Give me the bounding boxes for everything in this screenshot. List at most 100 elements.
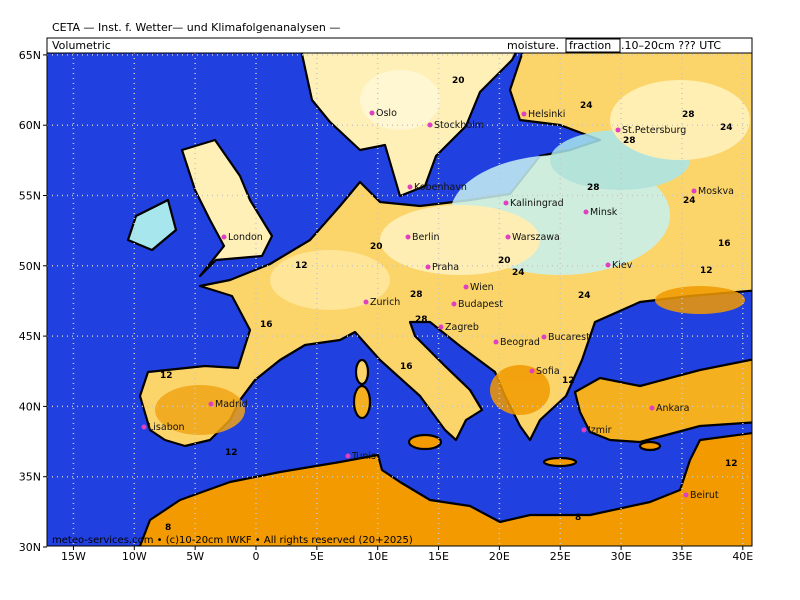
city-label: Beirut [690, 490, 719, 501]
lon-tick-label: 15E [428, 550, 449, 563]
left-label: Volumetric [52, 39, 111, 52]
city-marker [503, 200, 509, 206]
city-label: London [228, 232, 263, 243]
right-prefix: moisture. [507, 39, 559, 52]
contour-label: 24 [683, 196, 696, 206]
city-marker [451, 301, 457, 307]
contour-label: 24 [720, 123, 733, 133]
boxed-frame [565, 38, 621, 53]
map-frame [46, 52, 753, 547]
lon-tick-label: 15W [61, 550, 86, 563]
lon-tick-label: 10E [367, 550, 388, 563]
lat-tick-label: 45N [19, 330, 41, 343]
city-label: Zurich [370, 297, 400, 308]
city-label: Sofia [536, 366, 560, 377]
lon-tick-label: 25E [550, 550, 571, 563]
title: CETA — Inst. f. Wetter— und Klimafolgena… [52, 21, 340, 34]
contour-label: 24 [512, 268, 525, 278]
city-label: Minsk [590, 207, 618, 218]
city-marker [581, 427, 587, 433]
city-marker [529, 368, 535, 374]
city-marker [463, 284, 469, 290]
contour-label: 16 [718, 239, 731, 249]
contour-label: 12 [562, 376, 575, 386]
contour-label: 12 [725, 459, 738, 469]
city-label: Beograd [500, 337, 540, 348]
footer: meteo-services.com • (c)10-20cm IWKF • A… [52, 535, 413, 546]
island-corsica [354, 358, 370, 386]
city-marker [649, 405, 655, 411]
city-label: Kiev [612, 260, 633, 271]
city-marker [407, 184, 413, 190]
city-label: Berlin [412, 232, 440, 243]
city-label: Kobenhavn [414, 182, 467, 193]
city-marker [583, 209, 589, 215]
city-marker [541, 334, 547, 340]
city-marker [691, 188, 697, 194]
lat-tick-label: 40N [19, 400, 41, 413]
lon-tick-label: 35E [671, 550, 692, 563]
contour-label: 12 [225, 448, 238, 458]
lat-tick-label: 50N [19, 260, 41, 273]
city-marker [438, 324, 444, 330]
lat-tick-label: 60N [19, 119, 41, 132]
contour-label: 16 [400, 362, 413, 372]
lat-tick-label: 30N [19, 541, 41, 554]
city-marker [521, 111, 527, 117]
contour-label: 8 [165, 523, 171, 533]
contour-label: 24 [580, 101, 593, 111]
island-sicily [407, 433, 443, 451]
contour-label: 20 [452, 76, 465, 86]
city-label: Izmir [588, 425, 612, 436]
city-marker [615, 127, 621, 133]
contour-label: 12 [295, 261, 308, 271]
land-britain [180, 138, 274, 278]
city-marker [221, 234, 227, 240]
city-label: Helsinki [528, 109, 565, 120]
city-marker [369, 110, 375, 116]
city-label: Budapest [458, 299, 503, 310]
city-marker [208, 401, 214, 407]
contour-label: 28 [415, 315, 428, 325]
city-label: Stockholm [434, 120, 484, 131]
lon-tick-label: 10W [122, 550, 147, 563]
lat-tick-label: 35N [19, 471, 41, 484]
land-ireland [126, 198, 178, 252]
land-africa [132, 431, 752, 546]
contour-label: 20 [498, 256, 511, 266]
lon-tick-label: 20E [489, 550, 510, 563]
right-boxed: fraction [569, 39, 611, 52]
city-marker [683, 492, 689, 498]
city-label: Warszawa [512, 232, 560, 243]
city-label: Lisabon [148, 422, 185, 433]
lat-tick-label: 55N [19, 190, 41, 203]
lon-tick-label: 40E [732, 550, 753, 563]
city-label: Zagreb [445, 322, 479, 333]
city-marker [141, 424, 147, 430]
contour-label: 28 [682, 110, 695, 120]
island-sardinia [352, 384, 372, 420]
contour-label: 12 [160, 371, 173, 381]
city-label: Tunis [351, 451, 376, 462]
city-marker [493, 339, 499, 345]
island-crete [542, 456, 578, 468]
land-turkey [573, 358, 752, 444]
city-marker [363, 299, 369, 305]
lon-tick-label: 5E [310, 550, 324, 563]
city-label: Oslo [376, 108, 397, 119]
contour-label: 28 [410, 290, 423, 300]
lon-tick-label: 30E [611, 550, 632, 563]
city-marker [427, 122, 433, 128]
contour-label: 16 [260, 320, 273, 330]
city-label: Moskva [698, 186, 734, 197]
contour-label: 20 [370, 242, 383, 252]
city-marker [605, 262, 611, 268]
city-marker [405, 234, 411, 240]
contour-label: 28 [587, 183, 600, 193]
city-label: Ankara [656, 403, 689, 414]
city-label: Bucarest [548, 332, 590, 343]
contour-label: 8 [575, 513, 581, 523]
contour-label: 24 [578, 291, 591, 301]
city-label: Kaliningrad [510, 198, 564, 209]
